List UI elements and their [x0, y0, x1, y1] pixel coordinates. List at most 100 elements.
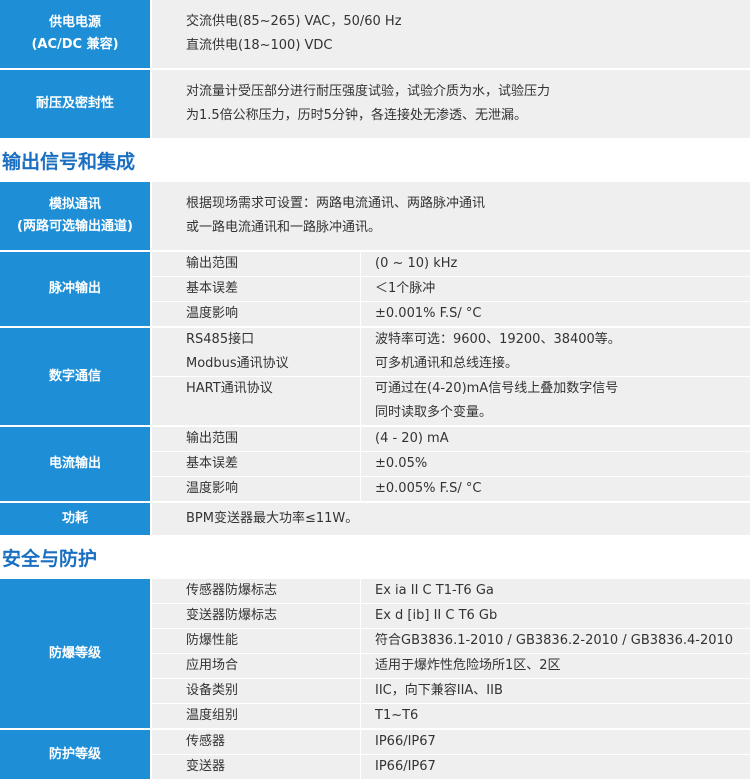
- spec-item: 基本误差 ＜1个脉冲: [152, 276, 750, 301]
- text-line: 对流量计受压部分进行耐压强度试验，试验介质为水，试验压力: [186, 84, 551, 99]
- name-line: 设备类别: [186, 683, 239, 698]
- name-line: 传感器: [186, 734, 226, 749]
- value-line: ±0.005% F.S/ °C: [375, 481, 482, 496]
- row-label: 电流输出: [0, 427, 150, 501]
- value-line: 符合GB3836.1-2010 / GB3836.2-2010 / GB3836…: [375, 633, 734, 648]
- spec-row: 耐压及密封性 对流量计受压部分进行耐压强度试验，试验介质为水，试验压力 为1.5倍公…: [0, 70, 750, 138]
- item-name: 温度影响: [152, 302, 360, 326]
- label-line: 耐压及密封性: [35, 96, 114, 111]
- label-line: (两路可选输出通道): [17, 219, 133, 234]
- item-value: (4 - 20) mA: [360, 427, 750, 451]
- text-line: 或一路电流通讯和一路脉冲通讯。: [186, 220, 382, 235]
- row-text: 根据现场需求可设置：两路电流通讯、两路脉冲通讯 或一路电流通讯和一路脉冲通讯。: [152, 182, 750, 250]
- item-value: ±0.001% F.S/ °C: [360, 302, 750, 326]
- label-line: 数字通信: [48, 368, 101, 384]
- spec-row: 数字通信 RS485接口 Modbus通讯协议 波特率可选：9600、19200、38…: [0, 328, 750, 425]
- item-name: 输出范围: [152, 427, 360, 451]
- row-text: 对流量计受压部分进行耐压强度试验，试验介质为水，试验压力 为1.5倍公称压力，历时…: [152, 70, 750, 138]
- row-text: BPM变送器最大功率≤11W。: [152, 503, 750, 535]
- name-line: 防爆性能: [186, 633, 239, 648]
- item-name: 设备类别: [152, 679, 360, 703]
- value-line: (4 - 20) mA: [375, 431, 449, 446]
- name-line: 温度影响: [186, 306, 239, 321]
- spec-item: 输出范围 (0 ~ 10) kHz: [152, 252, 750, 276]
- text-line: 为1.5倍公称压力，历时5分钟，各连接处无渗透、无泄漏。: [186, 108, 527, 123]
- spec-item: 温度影响 ±0.005% F.S/ °C: [152, 476, 750, 501]
- spec-item: 变送器防爆标志 Ex d [ib] II C T6 Gb: [152, 603, 750, 628]
- value-line: 可通过在(4-20)mA信号线上叠加数字信号: [375, 381, 619, 396]
- spec-row: 防爆等级 传感器防爆标志 Ex ia II C T1-T6 Ga 变送器防爆标志 Ex …: [0, 579, 750, 728]
- spec-item: 传感器 IP66/IP67: [152, 730, 750, 754]
- value-line: (0 ~ 10) kHz: [375, 256, 458, 271]
- name-line: Modbus通讯协议: [186, 356, 289, 371]
- value-line: T1~T6: [375, 708, 419, 723]
- label-line: 功耗: [61, 511, 88, 526]
- row-label: 防护等级: [0, 730, 150, 779]
- row-label: 数字通信: [0, 328, 150, 425]
- section-heading: 安全与防护: [2, 548, 98, 570]
- item-name: 应用场合: [152, 654, 360, 678]
- spec-item: 温度组别 T1~T6: [152, 703, 750, 728]
- spec-item: 温度影响 ±0.001% F.S/ °C: [152, 301, 750, 326]
- spec-row: 防护等级 传感器 IP66/IP67 变送器 IP66/IP67: [0, 730, 750, 779]
- item-name: 传感器: [152, 730, 360, 754]
- name-line: 变送器防爆标志: [186, 608, 278, 623]
- value-line: 可多机通讯和总线连接。: [375, 356, 519, 371]
- value-line: 波特率可选：9600、19200、38400等。: [375, 332, 621, 347]
- item-value: IP66/IP67: [360, 755, 750, 779]
- item-value: 可通过在(4-20)mA信号线上叠加数字信号 同时读取多个变量。: [360, 377, 750, 425]
- value-line: 同时读取多个变量。: [375, 405, 493, 420]
- item-value: (0 ~ 10) kHz: [360, 252, 750, 276]
- name-line: HART通讯协议: [186, 381, 273, 396]
- text-line: 交流供电(85~265) VAC，50/60 Hz: [186, 14, 402, 29]
- row-content: 输出范围 (0 ~ 10) kHz 基本误差 ＜1个脉冲温度影响 ±0.001% F.S…: [152, 252, 750, 326]
- row-label: 模拟通讯 (两路可选输出通道): [0, 182, 150, 250]
- label-line: 防爆等级: [48, 645, 101, 661]
- item-name: 温度影响: [152, 477, 360, 501]
- name-line: 基本误差: [186, 456, 239, 471]
- label-line: 脉冲输出: [48, 281, 101, 296]
- value-line: 适用于爆炸性危险场所1区、2区: [375, 658, 561, 673]
- spec-row: 供电电源 (AC/DC 兼容) 交流供电(85~265) VAC，50/60 Hz 直…: [0, 0, 750, 68]
- row-content: RS485接口 Modbus通讯协议 波特率可选：9600、19200、38400等…: [152, 328, 750, 425]
- row-label: 功耗: [0, 503, 150, 535]
- item-name: 变送器防爆标志: [152, 604, 360, 628]
- label-line: 模拟通讯: [48, 197, 101, 212]
- item-value: IIC，向下兼容IIA、IIB: [360, 679, 750, 703]
- name-line: 温度组别: [186, 708, 239, 723]
- item-name: 温度组别: [152, 704, 360, 728]
- row-content: 传感器防爆标志 Ex ia II C T1-T6 Ga 变送器防爆标志 Ex d [i…: [152, 579, 750, 728]
- name-line: 基本误差: [186, 281, 239, 296]
- item-value: 适用于爆炸性危险场所1区、2区: [360, 654, 750, 678]
- item-value: Ex ia II C T1-T6 Ga: [360, 579, 750, 603]
- spec-item: 防爆性能 符合GB3836.1-2010 / GB3836.2-2010 / GB…: [152, 628, 750, 653]
- item-value: T1~T6: [360, 704, 750, 728]
- item-name: HART通讯协议: [152, 377, 360, 425]
- label-line: 防护等级: [48, 746, 101, 762]
- row-content: 传感器 IP66/IP67 变送器 IP66/IP67: [152, 730, 750, 779]
- label-line: 供电电源: [48, 15, 101, 30]
- spec-item: 应用场合 适用于爆炸性危险场所1区、2区: [152, 653, 750, 678]
- value-line: ＜1个脉冲: [375, 281, 436, 296]
- row-content: 输出范围 (4 - 20) mA 基本误差 ±0.05% 温度影响 ±0.005% F.S…: [152, 427, 750, 501]
- name-line: 输出范围: [186, 256, 239, 271]
- item-value: ＜1个脉冲: [360, 277, 750, 301]
- item-name: 防爆性能: [152, 629, 360, 653]
- row-text: 交流供电(85~265) VAC，50/60 Hz 直流供电(18~100) VD…: [152, 0, 750, 68]
- row-content: 对流量计受压部分进行耐压强度试验，试验介质为水，试验压力 为1.5倍公称压力，历时…: [152, 70, 750, 138]
- text-line: 根据现场需求可设置：两路电流通讯、两路脉冲通讯: [186, 196, 486, 211]
- name-line: RS485接口: [186, 332, 255, 347]
- row-content: 根据现场需求可设置：两路电流通讯、两路脉冲通讯 或一路电流通讯和一路脉冲通讯。: [152, 182, 750, 250]
- item-name: 传感器防爆标志: [152, 579, 360, 603]
- spec-row: 功耗 BPM变送器最大功率≤11W。: [0, 503, 750, 535]
- spec-item: 传感器防爆标志 Ex ia II C T1-T6 Ga: [152, 579, 750, 603]
- value-line: IIC，向下兼容IIA、IIB: [375, 683, 503, 698]
- spec-row: 脉冲输出 输出范围 (0 ~ 10) kHz 基本误差 ＜1个脉冲温度影响 ±0.001%…: [0, 252, 750, 326]
- text-line: BPM变送器最大功率≤11W。: [186, 511, 359, 526]
- section-heading: 输出信号和集成: [2, 151, 136, 173]
- value-line: IP66/IP67: [375, 734, 436, 749]
- item-value: ±0.05%: [360, 452, 750, 476]
- item-value: 符合GB3836.1-2010 / GB3836.2-2010 / GB3836…: [360, 629, 750, 653]
- text-line: 直流供电(18~100) VDC: [186, 38, 333, 53]
